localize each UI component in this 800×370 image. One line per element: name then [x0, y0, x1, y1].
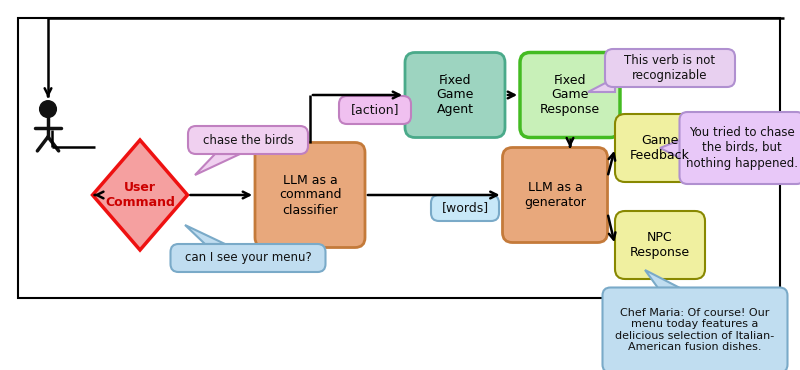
FancyBboxPatch shape — [615, 211, 705, 279]
FancyBboxPatch shape — [605, 49, 735, 87]
Text: NPC
Response: NPC Response — [630, 231, 690, 259]
Text: You tried to chase
the birds, but
nothing happened.: You tried to chase the birds, but nothin… — [686, 127, 798, 169]
Polygon shape — [195, 154, 240, 175]
Polygon shape — [660, 140, 680, 158]
FancyBboxPatch shape — [431, 195, 499, 221]
Text: Fixed
Game
Response: Fixed Game Response — [540, 74, 600, 117]
Text: [words]: [words] — [442, 202, 489, 215]
FancyBboxPatch shape — [170, 244, 326, 272]
FancyBboxPatch shape — [602, 287, 787, 370]
Text: can I see your menu?: can I see your menu? — [185, 252, 311, 265]
Text: LLM as a
command
classifier: LLM as a command classifier — [278, 174, 342, 216]
FancyBboxPatch shape — [339, 96, 411, 124]
Text: Game
Feedback: Game Feedback — [630, 134, 690, 162]
FancyBboxPatch shape — [520, 53, 620, 138]
FancyBboxPatch shape — [679, 112, 800, 184]
Text: LLM as a
generator: LLM as a generator — [524, 181, 586, 209]
FancyBboxPatch shape — [405, 53, 505, 138]
Circle shape — [40, 101, 56, 117]
Bar — [18, 18, 780, 298]
FancyBboxPatch shape — [502, 148, 607, 242]
Polygon shape — [645, 270, 680, 288]
Text: chase the birds: chase the birds — [202, 134, 294, 147]
FancyBboxPatch shape — [188, 126, 308, 154]
Text: Fixed
Game
Agent: Fixed Game Agent — [436, 74, 474, 117]
FancyBboxPatch shape — [255, 142, 365, 248]
FancyBboxPatch shape — [615, 114, 705, 182]
Polygon shape — [93, 140, 187, 250]
Text: [action]: [action] — [350, 104, 399, 117]
Text: User
Command: User Command — [105, 181, 175, 209]
Polygon shape — [185, 225, 225, 244]
Text: This verb is not
recognizable: This verb is not recognizable — [625, 54, 715, 82]
Text: Chef Maria: Of course! Our
menu today features a
delicious selection of Italian-: Chef Maria: Of course! Our menu today fe… — [615, 307, 774, 352]
Polygon shape — [588, 78, 615, 92]
